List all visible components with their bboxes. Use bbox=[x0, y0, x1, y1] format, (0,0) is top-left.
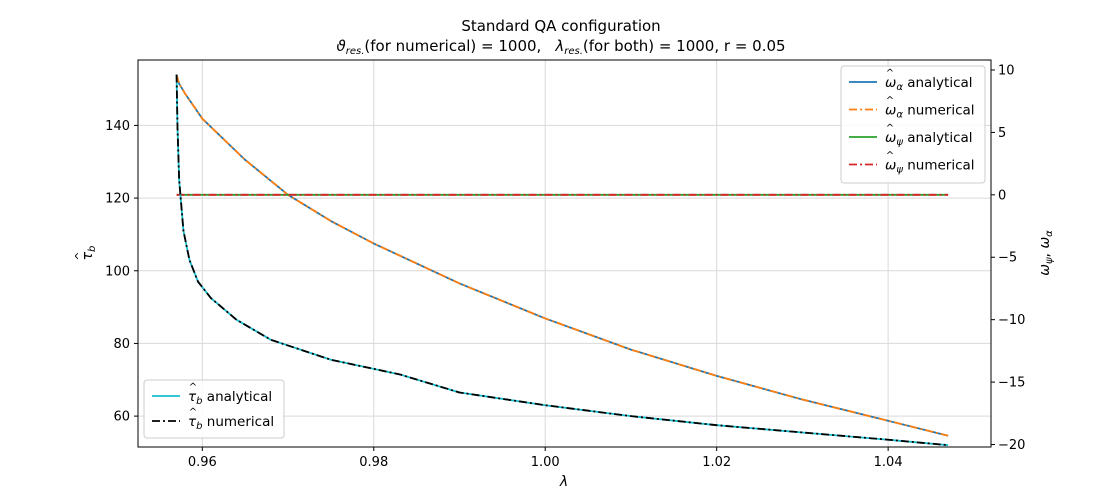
x-tick-label: 1.00 bbox=[531, 455, 560, 470]
legend-right-entry: ωψ numerical^ bbox=[849, 151, 975, 176]
plot-frame bbox=[137, 59, 992, 448]
legend-right-entry: ωα numerical^ bbox=[849, 96, 975, 121]
chart-subtitle: ϑres.(for numerical) = 1000, λres.(for bo… bbox=[336, 37, 785, 57]
legend-left-hat: ^ bbox=[189, 382, 197, 393]
legend-bottom-left: τb analytical^τb numerical^ bbox=[143, 379, 285, 439]
x-tick-label: 0.96 bbox=[188, 455, 217, 470]
svg-text:^: ^ bbox=[73, 251, 86, 260]
y-left-tick-label: 60 bbox=[113, 410, 130, 425]
legend-right-hat: ^ bbox=[886, 123, 894, 134]
legend-right-label: ωα analytical bbox=[885, 75, 973, 93]
legend-right-hat: ^ bbox=[886, 68, 894, 79]
legend-bottom-left-box bbox=[143, 379, 285, 439]
series-line-2 bbox=[175, 74, 949, 437]
y-right-tick-label: −10 bbox=[998, 313, 1025, 328]
y-left-axis-ticks: 60 80 100 120 140 bbox=[105, 119, 138, 425]
legend-right-label: ωψ analytical bbox=[885, 130, 973, 148]
x-axis-label: λ bbox=[559, 474, 568, 490]
svg-text:ωψ, ωα: ωψ, ωα bbox=[1037, 230, 1055, 276]
legend-left-label: τb numerical bbox=[188, 414, 274, 432]
y-left-axis-label: τb ^ bbox=[73, 246, 98, 261]
y-right-tick-label: −15 bbox=[998, 376, 1025, 391]
y-right-tick-label: −5 bbox=[998, 251, 1017, 266]
legend-right-label: ωψ numerical bbox=[885, 158, 975, 176]
y-right-tick-label: −20 bbox=[998, 438, 1025, 453]
y-left-tick-label: 80 bbox=[113, 337, 130, 352]
legend-top-right: ωα analytical^ωα numerical^ωψ analytical… bbox=[840, 65, 986, 184]
y-left-tick-label: 100 bbox=[105, 264, 130, 279]
legend-left-entry: τb numerical^ bbox=[152, 407, 274, 432]
series-line-1 bbox=[175, 74, 949, 437]
x-tick-label: 1.04 bbox=[874, 455, 903, 470]
y-right-tick-label: 10 bbox=[998, 63, 1015, 78]
legend-right-hat: ^ bbox=[886, 96, 894, 107]
legend-right-label: ωα numerical bbox=[885, 103, 975, 121]
series-group bbox=[175, 74, 949, 447]
x-axis-ticks: 0.96 0.98 1.00 1.02 1.04 bbox=[188, 447, 903, 470]
legend-right-entry: ωα analytical^ bbox=[849, 68, 973, 93]
y-right-axis-label: ωψ, ωα bbox=[1037, 230, 1055, 276]
legend-left-hat: ^ bbox=[189, 407, 197, 418]
legend-top-right-box bbox=[840, 65, 986, 184]
y-left-tick-label: 120 bbox=[105, 192, 130, 207]
legend-right-hat: ^ bbox=[886, 151, 894, 162]
x-tick-label: 0.98 bbox=[359, 455, 388, 470]
x-tick-label: 1.02 bbox=[702, 455, 731, 470]
series-line-5 bbox=[175, 74, 949, 447]
legend-left-label: τb analytical bbox=[188, 389, 272, 407]
series-line-6 bbox=[175, 74, 949, 447]
y-left-tick-label: 140 bbox=[105, 119, 130, 134]
svg-text:τb: τb bbox=[80, 246, 98, 261]
legend-right-entry: ωψ analytical^ bbox=[849, 123, 973, 148]
y-right-tick-label: 0 bbox=[998, 188, 1006, 203]
y-right-tick-label: 5 bbox=[998, 126, 1006, 141]
chart-title: Standard QA configuration bbox=[461, 17, 660, 35]
legend-left-entry: τb analytical^ bbox=[152, 382, 272, 407]
y-right-axis-ticks: 10 5 0 −5 −10 −15 −20 bbox=[991, 63, 1025, 453]
